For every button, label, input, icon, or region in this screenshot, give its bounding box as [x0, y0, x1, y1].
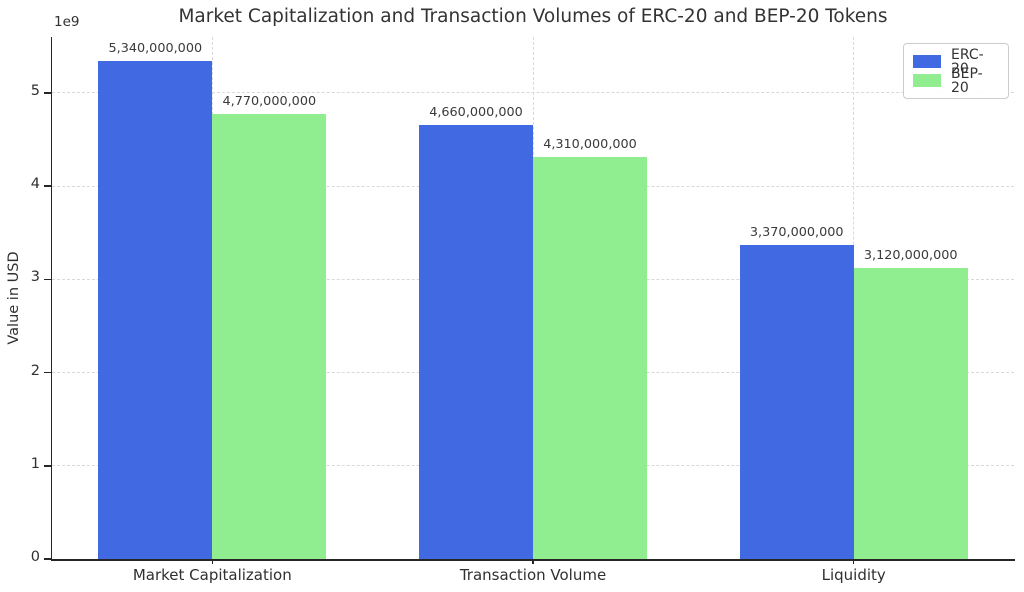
bar-value-label: 3,120,000,000 [863, 248, 958, 264]
y-tick [44, 371, 51, 374]
bar-value-label: 4,660,000,000 [429, 104, 523, 120]
legend-label-bep-20: BEP-20 [951, 65, 983, 96]
bar-erc-20 [98, 61, 213, 559]
y-tick [44, 92, 51, 94]
bar-value-label: 5,340,000,000 [108, 41, 203, 57]
legend-item-bep-20: BEP-20 [913, 67, 999, 95]
y-tick-label: 4 [30, 176, 40, 193]
bar-bep-20 [533, 157, 647, 559]
y-tick-label: 1 [30, 455, 40, 472]
x-tick [211, 559, 214, 564]
bar-bep-20 [212, 114, 327, 559]
y-tick [44, 278, 51, 281]
legend-swatch-bep-20 [913, 74, 941, 87]
bar-value-label: 4,310,000,000 [543, 137, 637, 153]
y-tick-label: 2 [30, 362, 40, 379]
y-axis-offset-label: 1e9 [54, 14, 80, 30]
y-tick [44, 558, 51, 560]
bar-value-label: 4,770,000,000 [222, 94, 317, 110]
y-axis-label: Value in USD [6, 251, 22, 345]
x-tick [532, 559, 534, 564]
y-axis-spine [50, 37, 52, 561]
chart-title: Market Capitalization and Transaction Vo… [178, 6, 888, 27]
bar-erc-20 [419, 124, 533, 559]
legend-label-erc-20: ERC-20 [951, 46, 984, 77]
x-tick-label: Market Capitalization [132, 566, 292, 584]
y-tick-label: 3 [30, 269, 40, 286]
y-tick-label: 5 [30, 82, 40, 99]
y-tick [44, 185, 51, 187]
legend: ERC-20 BEP-20 [903, 43, 1009, 99]
legend-swatch-erc-20 [913, 55, 941, 68]
x-tick-label: Liquidity [821, 566, 886, 584]
legend-item-erc-20: ERC-20 [913, 48, 999, 76]
bar-erc-20 [739, 244, 854, 559]
bar-value-label: 3,370,000,000 [749, 224, 844, 240]
y-tick-label: 0 [30, 549, 40, 565]
x-tick [852, 559, 855, 564]
x-tick-label: Transaction Volume [459, 566, 607, 584]
y-tick [44, 465, 51, 467]
bar-bep-20 [853, 268, 968, 559]
